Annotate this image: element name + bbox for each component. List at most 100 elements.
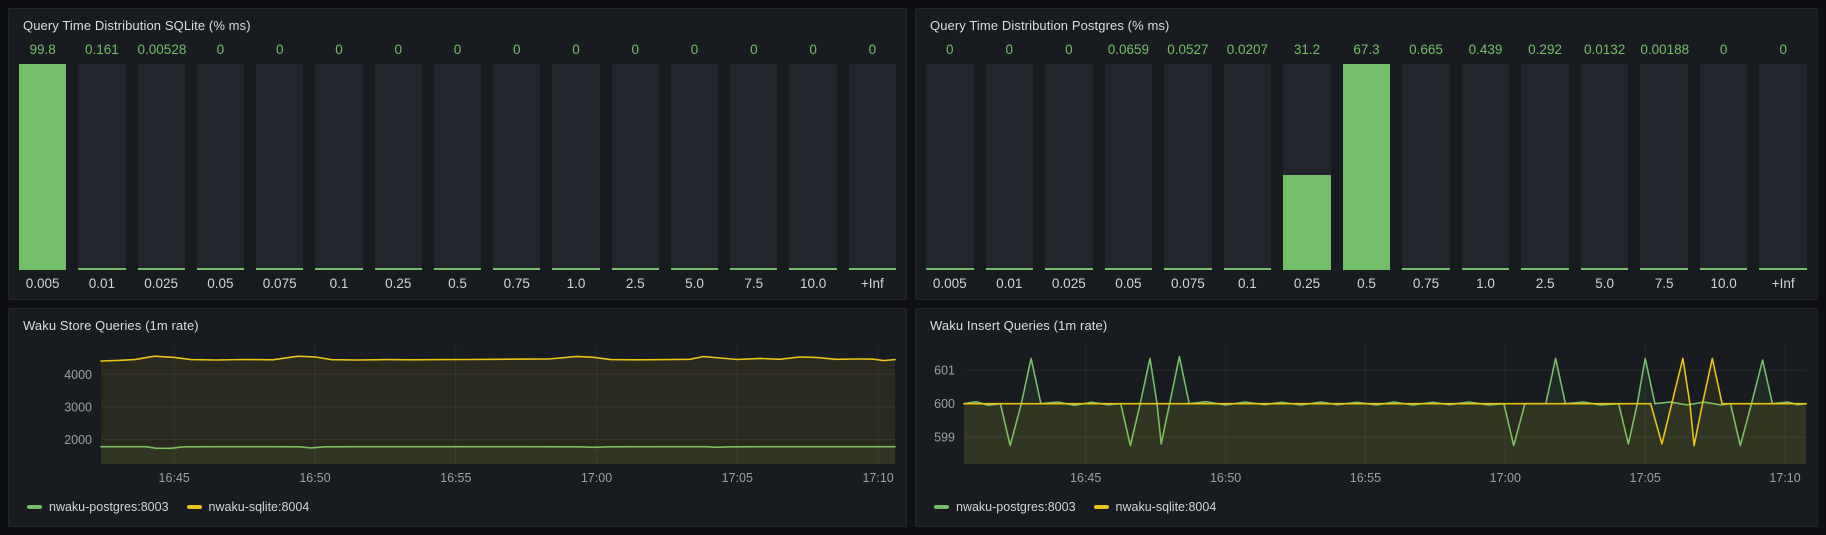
bar-cell-+Inf[interactable]: 0 +Inf: [1759, 39, 1807, 297]
bar-value: 0: [631, 42, 640, 57]
bar-cell-0.05[interactable]: 0 0.05: [196, 39, 245, 297]
bar-cell-2.5[interactable]: 0 2.5: [611, 39, 659, 297]
bar-value: 0: [809, 42, 817, 57]
bar-cell-0.025[interactable]: 0.00528 0.025: [137, 39, 187, 297]
series-fill: [964, 358, 1806, 464]
bar-cell-0.075[interactable]: 0 0.075: [256, 39, 304, 297]
bar-fill: [985, 267, 1034, 270]
bar-value: 31.2: [1293, 42, 1321, 57]
bar-category-label: 0.1: [329, 276, 349, 291]
bar-cell-0.005[interactable]: 0 0.005: [926, 39, 974, 297]
x-axis-tick-label: 16:50: [1210, 471, 1241, 485]
bar-track: [985, 64, 1034, 270]
x-axis-tick-label: 16:45: [159, 471, 190, 485]
x-axis-tick-label: 17:05: [1630, 471, 1661, 485]
bar-track: [670, 64, 719, 270]
y-axis-tick-label: 3000: [64, 400, 92, 414]
bar-category-label: +Inf: [1771, 276, 1795, 291]
legend-item-postgres[interactable]: nwaku-postgres:8003: [934, 500, 1076, 514]
bar-cell-7.5[interactable]: 0 7.5: [730, 39, 778, 297]
bar-track: [374, 64, 422, 270]
bar-gauge-sqlite: 99.8 0.005 0.161 0.01 0.00528 0.025 0 0.05 0 0.07…: [9, 37, 906, 299]
bar-cell-0.05[interactable]: 0.0659 0.05: [1104, 39, 1153, 297]
bar-value: 0.0132: [1583, 42, 1626, 57]
panel-title[interactable]: Query Time Distribution SQLite (% ms): [23, 18, 251, 33]
bar-category-label: 10.0: [1710, 276, 1737, 291]
bar-cell-1.0[interactable]: 0.439 1.0: [1461, 39, 1510, 297]
bar-fill: [1759, 267, 1807, 270]
panel-title[interactable]: Waku Insert Queries (1m rate): [930, 318, 1108, 333]
bar-fill: [1342, 64, 1391, 270]
bar-gauge-postgres: 0 0.005 0 0.01 0 0.025 0.0659 0.05 0.0527 0.075 0.…: [916, 37, 1817, 299]
bar-cell-0.01[interactable]: 0.161 0.01: [78, 39, 126, 297]
bar-value: 0: [1005, 42, 1014, 57]
store-queries-plot[interactable]: 16:45 16:50 16:55 17:00 17:05 17:10 2000 3000 40…: [17, 337, 898, 499]
bar-cell-5.0[interactable]: 0.0132 5.0: [1580, 39, 1629, 297]
bar-track: [1759, 64, 1807, 270]
bar-track: [1640, 64, 1688, 270]
bar-cell-10.0[interactable]: 0 10.0: [1699, 39, 1748, 297]
time-series-body: 16:45 16:50 16:55 17:00 17:05 17:10 599 600 601 …: [916, 337, 1817, 526]
bar-cell-0.5[interactable]: 67.3 0.5: [1342, 39, 1391, 297]
bar-category-label: 0.075: [262, 276, 297, 291]
bar-category-label: 1.0: [566, 276, 586, 291]
bar-category-label: 1.0: [1476, 276, 1495, 291]
panel-title[interactable]: Waku Store Queries (1m rate): [23, 318, 199, 333]
panel-query-time-distribution-postgres: Query Time Distribution Postgres (% ms) …: [915, 8, 1818, 300]
bar-fill: [670, 267, 719, 270]
bar-value: 0.292: [1528, 42, 1562, 57]
legend-item-sqlite[interactable]: nwaku-sqlite:8004: [1093, 500, 1216, 514]
bar-category-label: 7.5: [1654, 276, 1674, 291]
bar-category-label: 2.5: [625, 276, 645, 291]
bar-fill: [926, 267, 974, 270]
bar-value: 0: [750, 42, 758, 57]
bar-value: 67.3: [1353, 42, 1380, 57]
bar-cell-5.0[interactable]: 0 5.0: [670, 39, 719, 297]
bar-fill: [374, 267, 422, 270]
bar-fill: [137, 267, 185, 270]
bar-cell-0.01[interactable]: 0 0.01: [985, 39, 1034, 297]
bar-category-label: 0.25: [1293, 276, 1321, 291]
series-fill: [101, 356, 895, 464]
bar-fill: [493, 267, 541, 270]
bar-cell-+Inf[interactable]: 0 +Inf: [848, 39, 896, 297]
y-axis-tick-label: 599: [934, 431, 955, 445]
bar-cell-0.025[interactable]: 0 0.025: [1045, 39, 1093, 297]
bar-fill: [196, 267, 245, 270]
bar-cell-0.005[interactable]: 99.8 0.005: [19, 39, 67, 297]
bar-value: 0.161: [85, 42, 119, 57]
bar-value: 0.00528: [137, 42, 187, 57]
bar-category-label: 0.025: [144, 276, 179, 291]
bar-track: [926, 64, 974, 270]
bar-value: 0.439: [1468, 42, 1503, 57]
bar-category-label: 2.5: [1535, 276, 1555, 291]
bar-cell-0.75[interactable]: 0.665 0.75: [1402, 39, 1450, 297]
legend-item-sqlite[interactable]: nwaku-sqlite:8004: [186, 500, 309, 514]
bar-track: [730, 64, 778, 270]
bar-category-label: 0.75: [503, 276, 530, 291]
legend-item-postgres[interactable]: nwaku-postgres:8003: [27, 500, 169, 514]
bar-fill: [1402, 267, 1450, 270]
bar-cell-0.75[interactable]: 0 0.75: [493, 39, 541, 297]
panel-title[interactable]: Query Time Distribution Postgres (% ms): [930, 18, 1170, 33]
bar-cell-1.0[interactable]: 0 1.0: [552, 39, 600, 297]
bar-track: [1402, 64, 1450, 270]
bar-fill: [1045, 267, 1093, 270]
bar-cell-10.0[interactable]: 0 10.0: [789, 39, 837, 297]
bar-cell-0.25[interactable]: 0 0.25: [374, 39, 422, 297]
bar-value: 0: [690, 42, 699, 57]
bar-cell-0.1[interactable]: 0.0207 0.1: [1223, 39, 1272, 297]
insert-queries-plot[interactable]: 16:45 16:50 16:55 17:00 17:05 17:10 599 600 601: [924, 337, 1809, 499]
bar-cell-0.075[interactable]: 0.0527 0.075: [1164, 39, 1212, 297]
bar-cell-2.5[interactable]: 0.292 2.5: [1521, 39, 1569, 297]
bar-cell-0.1[interactable]: 0 0.1: [315, 39, 363, 297]
bar-cell-7.5[interactable]: 0.00188 7.5: [1640, 39, 1689, 297]
bar-track: [848, 64, 896, 270]
x-axis-tick-label: 17:00: [581, 471, 612, 485]
bar-value: 0: [1065, 42, 1073, 57]
bar-cell-0.25[interactable]: 31.2 0.25: [1283, 39, 1331, 297]
bar-fill: [1699, 267, 1748, 270]
bar-track: [1045, 64, 1093, 270]
bar-cell-0.5[interactable]: 0 0.5: [433, 39, 482, 297]
